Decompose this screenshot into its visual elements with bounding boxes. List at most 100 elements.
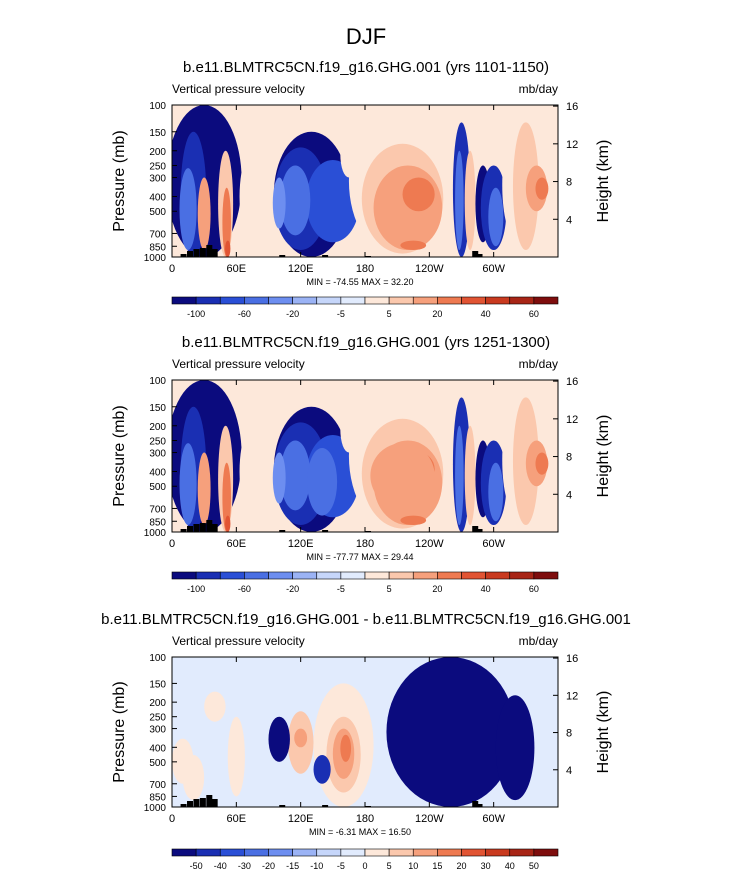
contour-region: [272, 177, 286, 229]
x-tick-label: 120W: [415, 813, 444, 825]
x-tick-label: 60E: [227, 538, 247, 550]
min-max-label: MIN = -77.77 MAX = 29.44: [306, 552, 413, 562]
colorbar-label: 40: [505, 861, 515, 871]
contour-region: [225, 515, 231, 532]
topography: [199, 523, 206, 532]
colorbar-swatch: [340, 571, 366, 580]
topography: [187, 801, 194, 807]
y-right-tick-label: 8: [566, 728, 572, 740]
x-tick-label: 120W: [415, 263, 444, 275]
topography: [279, 255, 286, 257]
topography: [211, 524, 218, 532]
y-tick-label: 200: [149, 422, 166, 433]
y-tick-label: 250: [149, 713, 166, 724]
colorbar-swatch: [364, 296, 390, 305]
colorbar-label: -100: [187, 309, 205, 319]
colorbar-swatch: [533, 571, 559, 580]
colorbar-label: -50: [190, 861, 203, 871]
y-tick-label: 700: [149, 780, 166, 791]
x-tick-label: 0: [169, 813, 175, 825]
y-right-tick-label: 16: [566, 376, 578, 388]
y-tick-label: 100: [149, 653, 166, 664]
y-tick-label: 400: [149, 193, 166, 204]
y-tick-label: 700: [149, 504, 166, 515]
y-tick-label: 300: [149, 174, 166, 185]
colorbar-label: 5: [387, 309, 392, 319]
topography: [472, 526, 479, 532]
units-label: mb/day: [519, 357, 558, 371]
colorbar-swatch: [485, 296, 511, 305]
colorbar-swatch: [437, 296, 462, 305]
y-right-tick-label: 16: [566, 653, 578, 665]
colorbar: -50 -40 -30 -20 -15 -10 -5 0 5 10 15 20 30 40 50: [171, 848, 559, 871]
y-tick-label: 100: [149, 101, 166, 112]
contour-region: [340, 734, 352, 762]
contour-region: [280, 165, 311, 236]
colorbar-swatch: [219, 571, 245, 580]
colorbar-swatch: [244, 848, 269, 857]
variable-label: Vertical pressure velocity: [172, 634, 305, 648]
topography: [279, 805, 286, 807]
y-tick-label: 1000: [144, 528, 167, 539]
y-axis-right-title: Height (km): [595, 140, 612, 223]
topography: [476, 529, 483, 532]
colorbar-label: -20: [286, 309, 299, 319]
x-tick-label: 60W: [482, 813, 505, 825]
colorbar-label: 50: [529, 861, 539, 871]
topography: [476, 254, 483, 257]
contour-region: [313, 754, 331, 784]
contour-region: [340, 406, 358, 453]
colorbar-label: -100: [187, 584, 205, 594]
contour-region: [294, 728, 308, 748]
y-axis-title: Pressure (mb): [111, 681, 128, 782]
y-tick-label: 300: [149, 449, 166, 460]
colorbar-swatch: [316, 571, 342, 580]
contour-region: [495, 695, 535, 801]
colorbar-label: -5: [337, 309, 345, 319]
contour-region: [225, 240, 231, 257]
colorbar-label: 60: [529, 309, 539, 319]
figure-title: DJF: [346, 24, 386, 49]
contour-region: [227, 716, 245, 797]
colorbar-swatch: [268, 848, 293, 857]
topography: [472, 251, 479, 257]
contour-region: [402, 177, 435, 212]
colorbar-label: -10: [310, 861, 323, 871]
contour-region: [239, 411, 287, 532]
colorbar-swatch: [316, 848, 342, 857]
min-max-label: MIN = -74.55 MAX = 32.20: [306, 277, 413, 287]
colorbar-label: -60: [238, 309, 251, 319]
contour-region: [204, 691, 226, 722]
contour-region: [512, 122, 539, 251]
x-tick-label: 120E: [288, 538, 314, 550]
colorbar-swatch: [461, 848, 486, 857]
contour-region: [455, 150, 464, 251]
x-tick-label: 0: [169, 263, 175, 275]
y-tick-label: 500: [149, 207, 166, 218]
topography: [206, 795, 213, 807]
colorbar-swatch: [171, 848, 197, 857]
topography: [180, 529, 187, 532]
chart-panel-1: b.e11.BLMTRC5CN.f19_g16.GHG.001 (yrs 110…: [111, 59, 612, 319]
contour-region: [197, 452, 211, 526]
contour-region: [535, 177, 549, 200]
contour-region: [464, 150, 476, 251]
colorbar-label: 60: [529, 584, 539, 594]
topography: [187, 251, 194, 257]
colorbar-swatch: [509, 848, 535, 857]
colorbar-swatch: [533, 848, 559, 857]
contour-region: [488, 462, 504, 522]
y-tick-label: 200: [149, 698, 166, 709]
y-axis-title: Pressure (mb): [111, 405, 128, 506]
x-tick-label: 120W: [415, 538, 444, 550]
units-label: mb/day: [519, 634, 558, 648]
chart-panel-3: b.e11.BLMTRC5CN.f19_g16.GHG.001 - b.e11.…: [101, 611, 631, 871]
y-right-tick-label: 4: [566, 765, 572, 777]
colorbar-swatch: [244, 296, 269, 305]
colorbar-swatch: [244, 571, 269, 580]
contour-region: [535, 452, 549, 475]
colorbar-label: 10: [408, 861, 418, 871]
colorbar-swatch: [195, 848, 221, 857]
colorbar-label: 30: [481, 861, 491, 871]
